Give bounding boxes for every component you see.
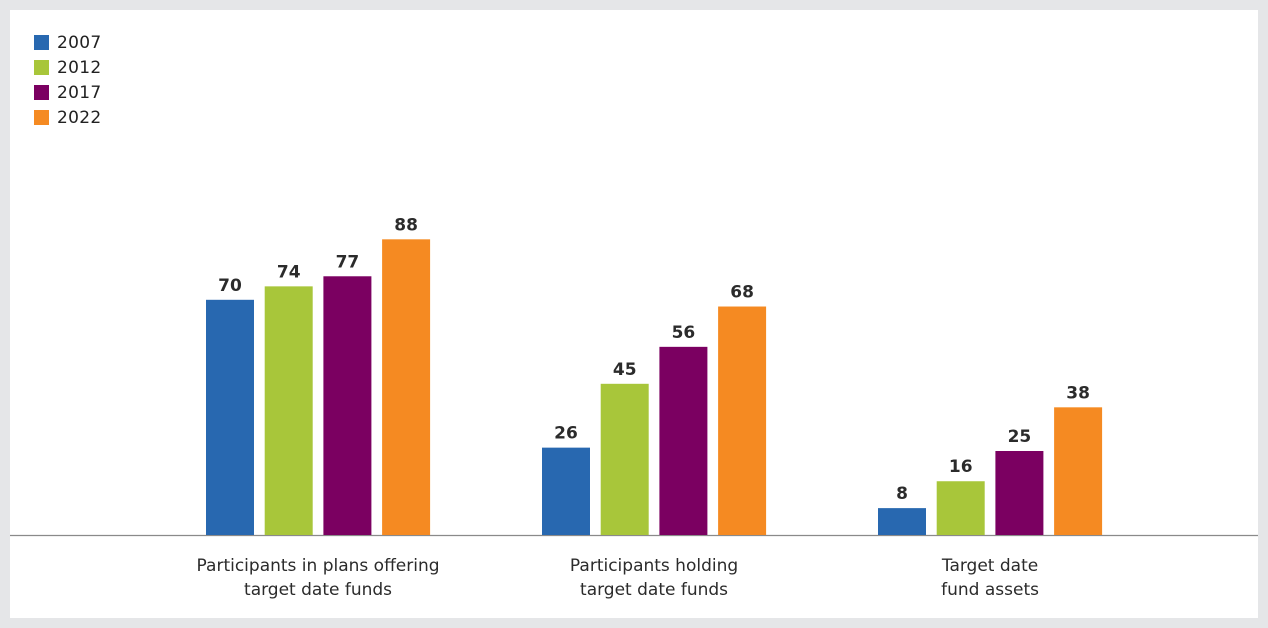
bar-2007-group-3 [878,508,926,535]
legend-item-2012: 2012 [34,55,101,80]
value-label-2012-group-2: 45 [613,360,637,380]
legend-swatch-2007 [34,35,49,50]
legend-swatch-2022 [34,110,49,125]
category-label-1-line-1: Participants in plans offering [197,556,440,576]
bar-2007-group-1 [206,299,254,535]
value-label-2022-group-2: 68 [730,283,754,303]
category-label-2-line-2: target date funds [580,580,728,600]
legend: 2007 2012 2017 2022 [34,30,101,130]
value-label-2017-group-2: 56 [672,323,696,343]
value-label-2017-group-3: 25 [1008,427,1032,447]
legend-label-2017: 2017 [57,82,102,103]
category-label-1-line-2: target date funds [244,580,392,600]
value-label-2012-group-3: 16 [949,457,973,477]
bar-2012-group-3 [936,481,985,535]
value-label-2012-group-1: 74 [277,262,301,282]
bar-2022-group-3 [1054,407,1103,535]
bar-2007-group-2 [542,447,590,535]
legend-swatch-2012 [34,60,49,75]
value-label-2022-group-3: 38 [1066,383,1090,403]
legend-label-2022: 2022 [57,107,102,128]
category-label-3-line-2: fund assets [941,580,1039,600]
bar-2012-group-2 [600,383,649,535]
value-label-2022-group-1: 88 [394,215,418,235]
legend-item-2022: 2022 [34,105,101,130]
category-label-2-line-1: Participants holding [570,556,738,576]
legend-label-2007: 2007 [57,32,102,53]
legend-label-2012: 2012 [57,57,102,78]
bar-2022-group-2 [718,306,767,535]
legend-item-2017: 2017 [34,80,101,105]
bar-2022-group-1 [382,239,431,535]
legend-item-2007: 2007 [34,30,101,55]
value-label-2017-group-1: 77 [336,252,360,272]
legend-swatch-2017 [34,85,49,100]
category-label-3-line-1: Target date [941,556,1038,576]
value-label-2007-group-2: 26 [554,424,578,444]
bar-2012-group-1 [264,286,313,535]
bar-chart: 70 74 77 88 Participants in plans offering ta… [10,215,1258,600]
bar-2017-group-1 [323,276,372,535]
bar-2017-group-3 [995,451,1044,535]
value-label-2007-group-3: 8 [896,484,908,504]
bar-2017-group-2 [659,346,708,535]
value-label-2007-group-1: 70 [218,276,242,296]
